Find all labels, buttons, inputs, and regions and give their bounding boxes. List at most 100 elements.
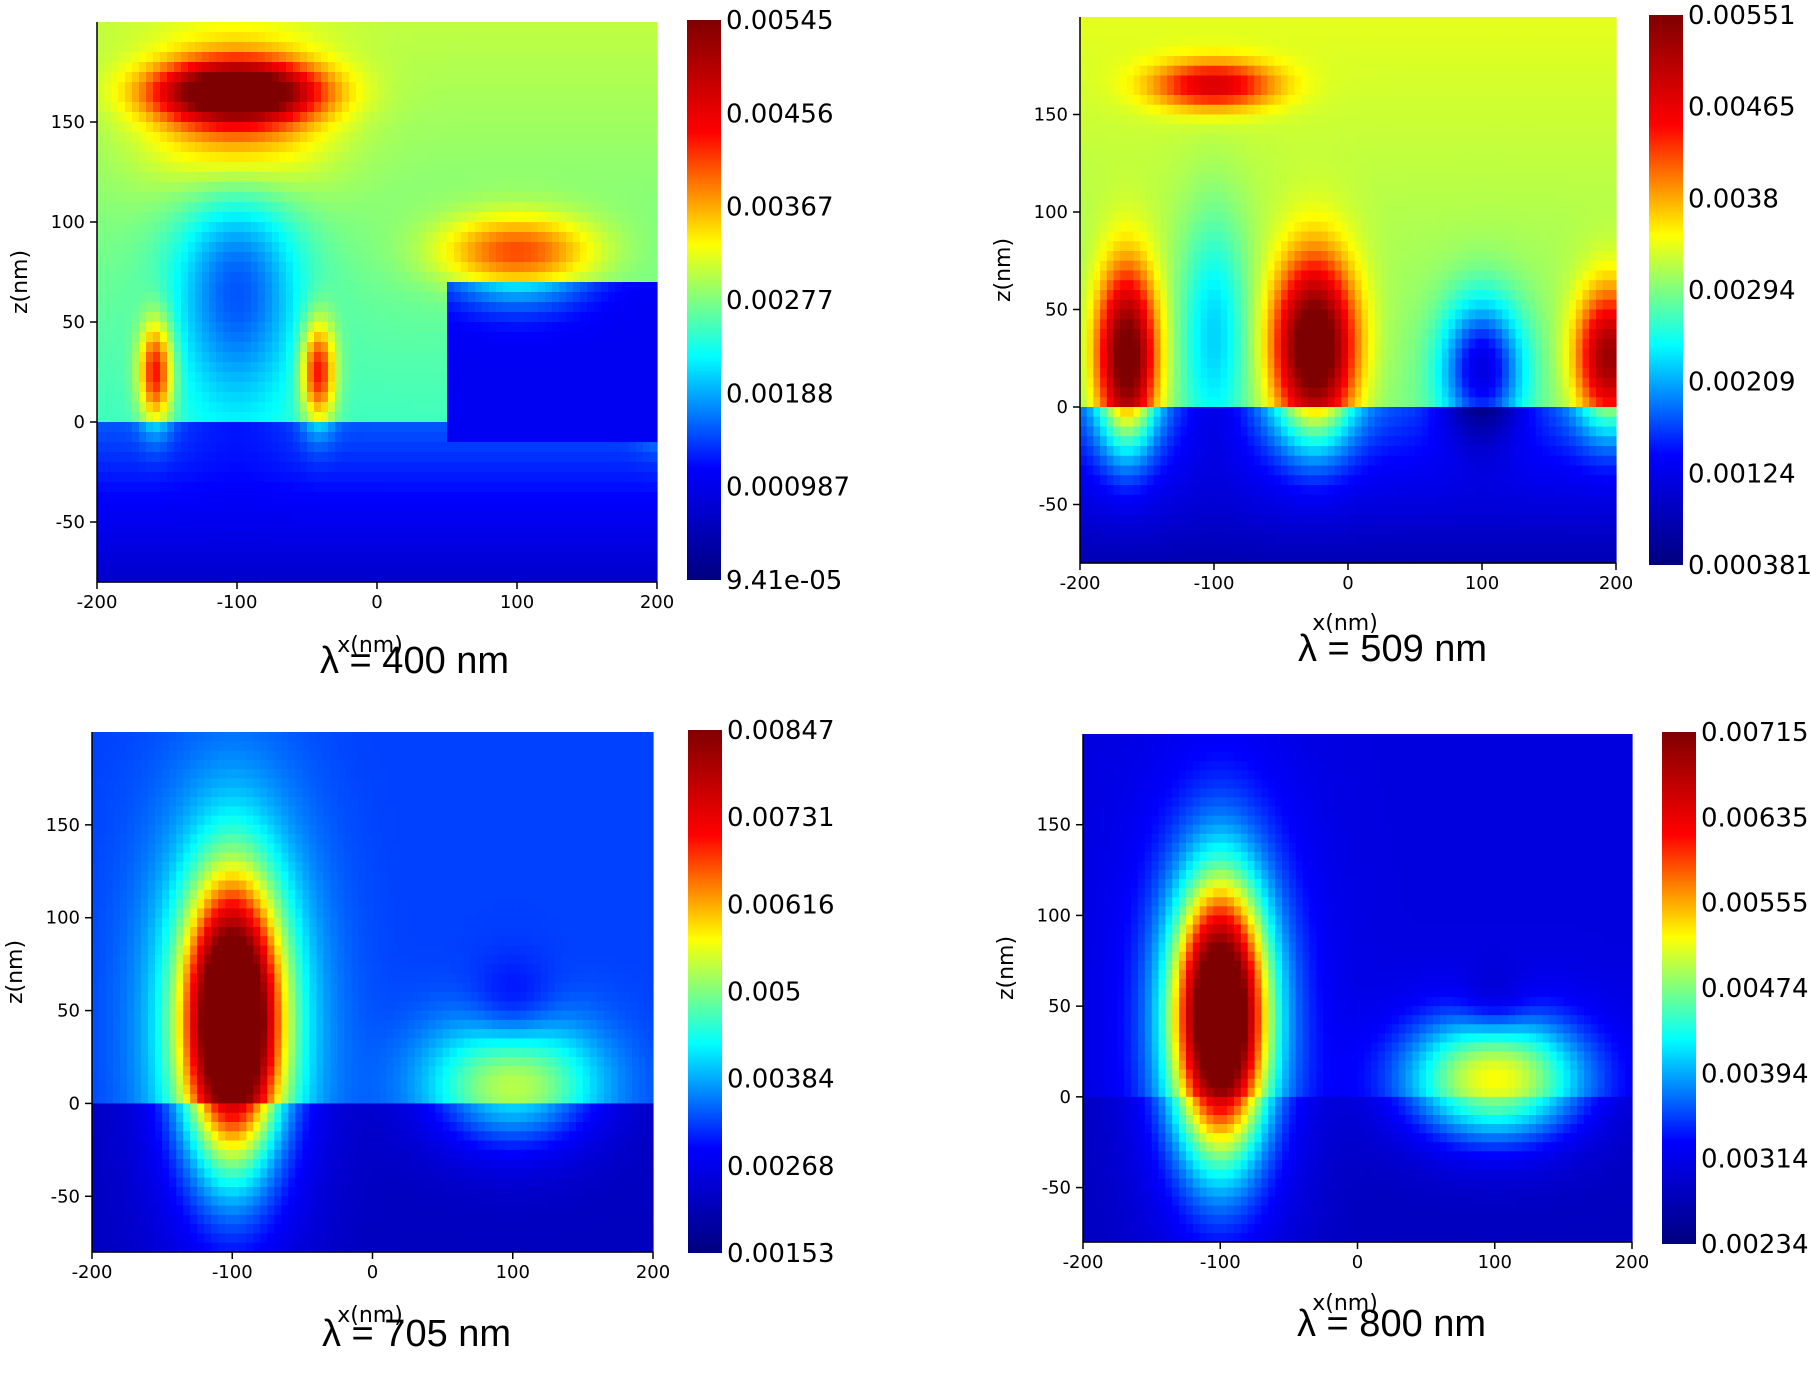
- heatmap-cell: [356, 62, 364, 73]
- heatmap-cell: [601, 462, 609, 473]
- heatmap-cell: [272, 162, 280, 173]
- heatmap-cell: [643, 422, 651, 433]
- heatmap-cell: [377, 242, 385, 253]
- heatmap-cell: [531, 442, 539, 453]
- heatmap-cell: [412, 382, 420, 393]
- heatmap-cell: [384, 112, 392, 123]
- heatmap-cell: [349, 42, 357, 53]
- heatmap-cell: [391, 162, 399, 173]
- heatmap-cell: [195, 162, 203, 173]
- heatmap-cell: [412, 462, 420, 473]
- heatmap-cell: [202, 552, 210, 563]
- heatmap-cell: [608, 232, 616, 243]
- heatmap-cell: [615, 102, 623, 113]
- heatmap-cell: [566, 442, 574, 453]
- heatmap-cell: [440, 372, 448, 383]
- heatmap-cell: [118, 492, 126, 503]
- heatmap-cell: [496, 422, 504, 433]
- heatmap-cell: [384, 492, 392, 503]
- heatmap-cell: [230, 132, 238, 143]
- heatmap-cell: [377, 192, 385, 203]
- heatmap-cell: [426, 382, 434, 393]
- heatmap-cell: [629, 282, 637, 293]
- heatmap-cell: [1254, 46, 1261, 56]
- heatmap-cell: [265, 502, 273, 513]
- heatmap-cell: [146, 512, 154, 523]
- heatmap-cell: [538, 432, 546, 443]
- heatmap-cell: [447, 452, 455, 463]
- heatmap-cell: [503, 492, 511, 503]
- heatmap-cell: [363, 492, 371, 503]
- heatmap-cell: [328, 452, 336, 463]
- heatmap-cell: [468, 52, 476, 63]
- heatmap-cell: [454, 572, 462, 583]
- heatmap-cell: [1288, 17, 1295, 27]
- heatmap-cell: [188, 542, 196, 553]
- heatmap-cell: [580, 542, 588, 553]
- heatmap-cell: [300, 152, 308, 163]
- heatmap-cell: [335, 452, 343, 463]
- heatmap-cell: [153, 552, 161, 563]
- heatmap-cell: [461, 542, 469, 553]
- heatmap-cell: [580, 222, 588, 233]
- heatmap-cell: [643, 282, 651, 293]
- heatmap-cell: [209, 572, 217, 583]
- heatmap-cell: [181, 112, 189, 123]
- heatmap-cell: [503, 552, 511, 563]
- heatmap-cell: [475, 562, 483, 573]
- heatmap-cell: [552, 162, 560, 173]
- heatmap-cell: [286, 342, 294, 353]
- heatmap-cell: [300, 92, 308, 103]
- heatmap-cell: [1361, 37, 1368, 47]
- heatmap-cell: [608, 182, 616, 193]
- heatmap-cell: [1093, 46, 1100, 56]
- heatmap-cell: [293, 342, 301, 353]
- heatmap-cell: [489, 252, 497, 263]
- heatmap-cell: [363, 442, 371, 453]
- heatmap-cell: [188, 102, 196, 113]
- heatmap-cell: [398, 202, 406, 213]
- heatmap-cell: [587, 342, 595, 353]
- heatmap-cell: [384, 342, 392, 353]
- heatmap-cell: [496, 562, 504, 573]
- heatmap-cell: [188, 192, 196, 203]
- heatmap-cell: [307, 502, 315, 513]
- heatmap-cell: [636, 242, 644, 253]
- heatmap-cell: [475, 382, 483, 393]
- heatmap-cell: [566, 122, 574, 133]
- heatmap-cell: [384, 122, 392, 133]
- heatmap-cell: [118, 442, 126, 453]
- heatmap-cell: [405, 332, 413, 343]
- heatmap-cell: [440, 472, 448, 483]
- heatmap-cell: [223, 562, 231, 573]
- heatmap-cell: [167, 432, 175, 443]
- heatmap-cell: [412, 362, 420, 373]
- heatmap-cell: [643, 192, 651, 203]
- heatmap-cell: [440, 92, 448, 103]
- heatmap-cell: [125, 402, 133, 413]
- heatmap-cell: [265, 142, 273, 153]
- heatmap-cell: [468, 342, 476, 353]
- heatmap-cell: [398, 442, 406, 453]
- heatmap-cell: [230, 172, 238, 183]
- heatmap-cell: [405, 322, 413, 333]
- heatmap-cell: [342, 272, 350, 283]
- heatmap-cell: [146, 552, 154, 563]
- heatmap-cell: [195, 352, 203, 363]
- heatmap-cell: [1254, 17, 1261, 27]
- heatmap-cell: [566, 432, 574, 443]
- heatmap-cell: [272, 282, 280, 293]
- heatmap-cell: [244, 142, 252, 153]
- heatmap-cell: [314, 482, 322, 493]
- heatmap-cell: [566, 572, 574, 583]
- heatmap-cell: [209, 122, 217, 133]
- heatmap-cell: [468, 142, 476, 153]
- heatmap-cell: [174, 422, 182, 433]
- heatmap-cell: [118, 152, 126, 163]
- heatmap-cell: [244, 432, 252, 443]
- heatmap-cell: [335, 382, 343, 393]
- heatmap-cell: [370, 72, 378, 83]
- heatmap-cell: [447, 572, 455, 583]
- heatmap-cell: [391, 82, 399, 93]
- heatmap-cell: [566, 522, 574, 533]
